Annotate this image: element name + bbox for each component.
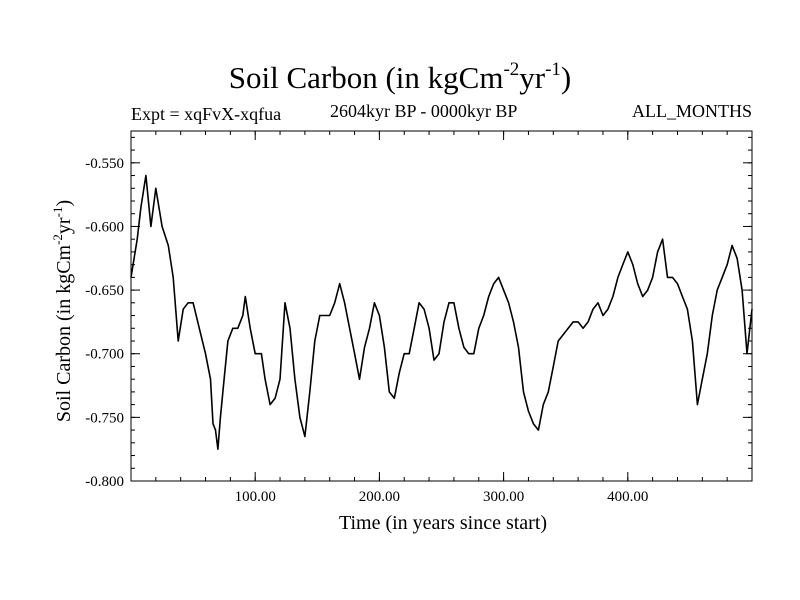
y-axis-label: Soil Carbon (in kgCm-2yr-1): [50, 200, 75, 422]
x-tick-label: 300.00: [483, 489, 524, 505]
y-tick-label: -0.650: [85, 283, 124, 299]
x-tick-label: 400.00: [607, 489, 648, 505]
x-axis-label: Time (in years since start): [339, 512, 547, 534]
chart-title: Soil Carbon (in kgCm-2yr-1): [228, 59, 572, 95]
time-range-subtitle: 2604kyr BP - 0000kyr BP: [330, 101, 518, 121]
experiment-label: Expt = xqFvX-xqfua: [131, 104, 282, 124]
y-tick-label: -0.800: [85, 474, 124, 490]
soil-carbon-series-line: [130, 174, 753, 451]
y-tick-label: -0.750: [85, 410, 124, 426]
plot-frame: [130, 130, 753, 482]
x-tick-label: 100.00: [235, 489, 276, 505]
y-tick-label: -0.700: [85, 347, 124, 363]
y-tick-label: -0.600: [85, 219, 124, 235]
months-label: ALL_MONTHS: [632, 101, 752, 121]
plot-area: 100.00 200.00 300.00 400.00 -0.800 -0.750 -0.7…: [85, 130, 753, 505]
y-tick-label: -0.550: [85, 156, 124, 172]
x-tick-label: 200.00: [359, 489, 400, 505]
